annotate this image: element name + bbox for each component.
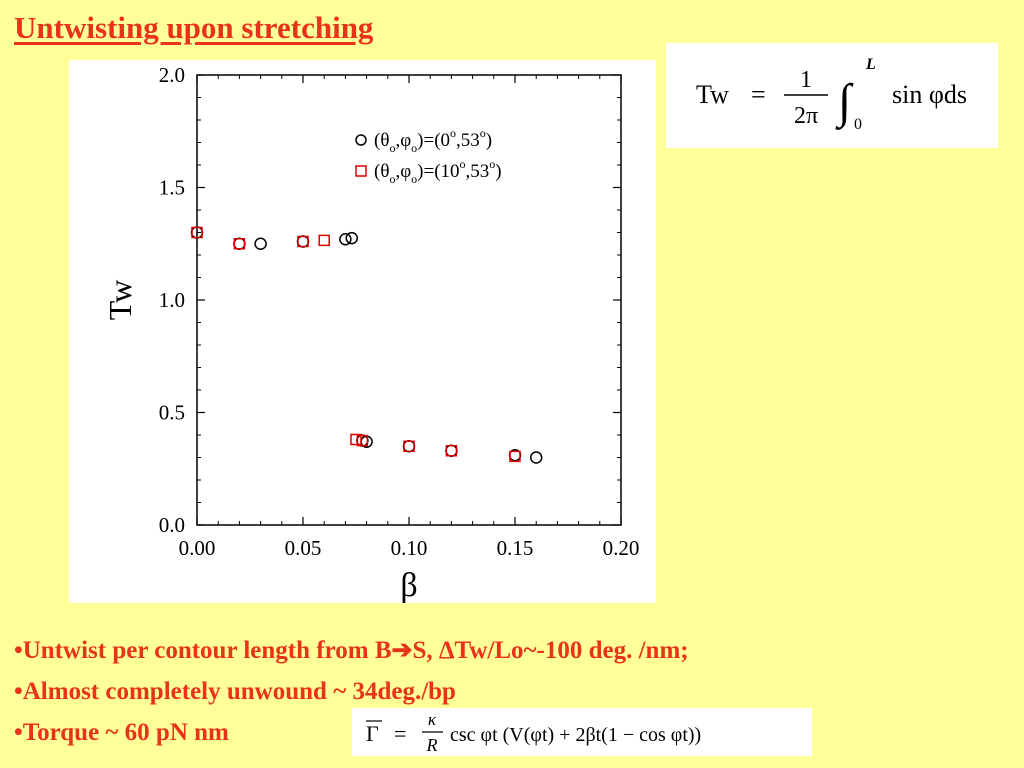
bullet-item: •Torque ~ 60 pN nm [14,719,229,746]
torque-lhs: Γ [366,721,379,746]
torque-body: csc φt (V(φt) + 2βt(1 − cos φt)) [450,724,701,746]
integral-lower: 0 [854,116,862,133]
twist-formula: Tw = 1 2π ∫ L 0 sin φds [666,43,998,148]
y-axis-ticks: 0.0 0.5 1.0 1.5 2.0 [159,63,621,537]
legend-marker-circle [355,134,367,146]
data-point-circle [345,231,359,245]
data-point-circle [339,233,352,246]
data-point-square [445,445,458,457]
x-tick-label: 0.00 [179,536,216,560]
x-tick-label: 0.15 [497,536,534,560]
x-tick-label: 0.20 [603,536,640,560]
torque-denominator: R [426,735,438,755]
data-point-circle [445,444,458,457]
bullet-item: •Almost completely unwound ~ 34deg./bp [14,678,456,705]
formula-equals: = [751,80,766,109]
data-point-circle [254,237,267,250]
data-point-square [403,440,415,452]
data-point-square [318,234,330,247]
y-tick-label: 1.0 [159,288,185,312]
bullet-list: •Untwist per contour length from B➔S, ΔT… [14,630,689,753]
formula-denominator: 2π [794,103,818,129]
y-axis-label: Tw [102,280,138,320]
data-point-circle [529,451,543,464]
torque-equals: = [394,721,406,746]
data-point-square [356,434,369,447]
integral-sign: ∫ [835,75,854,130]
scatter-chart: 0.00 0.05 0.10 0.15 0.20 0.0 0.5 1.0 1.5 2.0 β T… [102,63,640,603]
y-tick-label: 0.0 [159,513,185,537]
y-tick-label: 2.0 [159,63,185,87]
x-tick-label: 0.05 [285,536,322,560]
x-tick-label: 0.10 [391,536,428,560]
legend-label: (θo,φo)=(10o,53o) [374,157,502,186]
formula-integrand: sin φds [892,80,967,109]
bullet-item: •Untwist per contour length from B➔S, ΔT… [14,637,689,664]
integral-upper: L [865,56,876,73]
formula-numerator: 1 [800,67,812,93]
data-points [190,226,543,464]
data-point-circle [296,235,310,248]
chart-panel: 0.00 0.05 0.10 0.15 0.20 0.0 0.5 1.0 1.5 2.0 β T… [69,60,656,603]
y-tick-label: 1.5 [159,176,185,200]
data-point-square [297,235,309,248]
slide-title: Untwisting upon stretching [14,10,374,45]
data-point-circle [402,440,416,453]
legend-marker-square [355,165,367,177]
x-axis-label: β [400,567,417,603]
x-axis-ticks: 0.00 0.05 0.10 0.15 0.20 [179,75,640,560]
data-point-square [350,433,362,446]
legend: (θo,φo)=(0o,53o) (θo,φo)=(10o,53o) [355,126,502,186]
data-point-square [191,226,203,239]
formula-lhs: Tw [696,80,729,109]
data-point-square [233,238,246,250]
torque-numerator: κ [428,710,437,729]
y-tick-label: 0.5 [159,401,185,425]
legend-label: (θo,φo)=(0o,53o) [374,126,492,155]
data-point-circle [233,237,246,250]
data-point-square [509,450,521,463]
torque-formula: Γ = κ R csc φt (V(φt) + 2βt(1 − cos φt)) [352,708,812,756]
